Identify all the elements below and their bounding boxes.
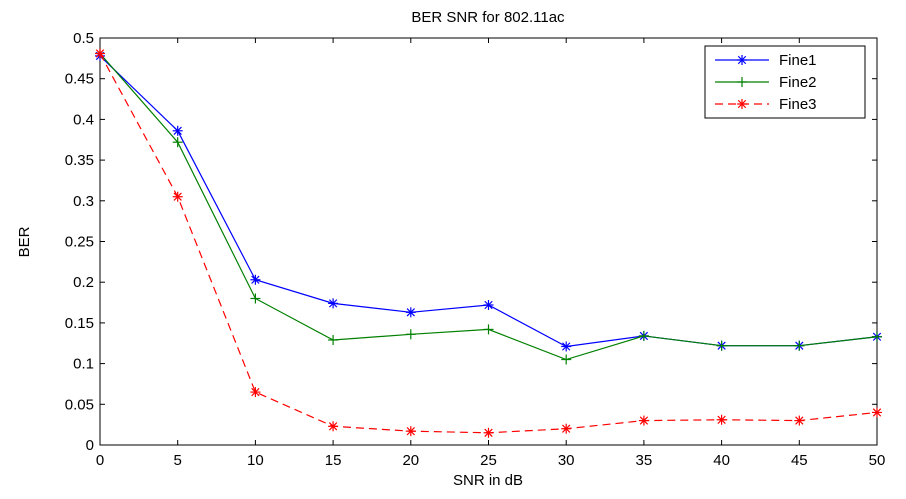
- data-point-fine3: [95, 48, 105, 59]
- data-point-fine2: [172, 137, 183, 148]
- x-tick-label: 20: [402, 452, 419, 469]
- data-point-fine2: [250, 293, 261, 304]
- chart-title: BER SNR for 802.11ac: [411, 9, 565, 26]
- x-tick-label: 30: [558, 452, 575, 469]
- marker-stroke: [795, 416, 804, 425]
- data-point-fine3: [328, 421, 339, 432]
- marker-stroke: [484, 300, 493, 310]
- data-point-fine3: [561, 423, 572, 434]
- x-tick-label: 15: [325, 452, 342, 469]
- y-tick-label: 0.5: [73, 30, 94, 47]
- legend-label: Fine3: [779, 96, 817, 113]
- data-point-fine3: [250, 387, 261, 398]
- marker-stroke: [562, 342, 571, 351]
- plot-border: [99, 37, 878, 446]
- marker-stroke: [173, 192, 182, 201]
- series-fine2: [95, 48, 882, 365]
- marker-stroke: [562, 424, 571, 433]
- legend: Fine1 Fine2 Fine3: [704, 45, 866, 119]
- legend-entry-fine1: Fine1: [715, 52, 817, 69]
- data-point-fine3: [872, 407, 882, 418]
- x-tick-label: 40: [713, 452, 730, 469]
- marker-stroke: [484, 428, 493, 437]
- series-fine3: [95, 48, 882, 438]
- data-point-fine2: [872, 331, 882, 342]
- x-axis-label: SNR in dB: [453, 472, 523, 489]
- x-tick-label: 0: [96, 452, 104, 469]
- data-point-fine1: [172, 125, 183, 136]
- x-tick-labels: 0 5 10 15 20 25 30 35 40 45 50: [96, 452, 886, 469]
- marker-stroke: [737, 99, 747, 109]
- data-point-fine3: [172, 191, 183, 202]
- marker-stroke: [639, 416, 649, 425]
- marker-stroke: [406, 308, 415, 317]
- data-point-fine1: [561, 341, 572, 352]
- data-point-fine2: [716, 340, 727, 351]
- data-point-fine1: [250, 274, 261, 285]
- data-point-fine1: [405, 307, 416, 318]
- y-tick-label: 0.4: [73, 111, 94, 128]
- marker-stroke: [251, 275, 260, 284]
- y-tick-labels: 0 0.05 0.1 0.15 0.2 0.25 0.3 0.35 0.4 0.45 0.5: [65, 30, 94, 454]
- y-tick-label: 0.35: [65, 152, 94, 169]
- legend-marker: [737, 55, 747, 65]
- data-point-fine3: [794, 415, 805, 426]
- marker-stroke: [328, 422, 338, 431]
- data-point-fine1: [483, 299, 494, 310]
- series-group: [95, 48, 882, 438]
- legend-marker: [737, 77, 747, 87]
- x-tick-label: 25: [480, 452, 497, 469]
- y-tick-label: 0.3: [73, 193, 94, 210]
- y-tick-label: 0.1: [73, 356, 94, 373]
- x-tick-label: 45: [791, 452, 808, 469]
- y-axis-label: BER: [16, 226, 33, 257]
- marker-stroke: [95, 49, 105, 58]
- data-point-fine3: [716, 414, 727, 425]
- data-point-fine2: [405, 329, 416, 340]
- y-tick-label: 0.45: [65, 71, 94, 88]
- data-point-fine1: [328, 298, 339, 309]
- marker-stroke: [173, 126, 182, 135]
- marker-stroke: [406, 426, 415, 436]
- y-tick-label: 0.05: [65, 396, 94, 413]
- y-tick-label: 0.2: [73, 274, 94, 291]
- data-point-fine3: [483, 427, 494, 438]
- x-tick-label: 10: [247, 452, 264, 469]
- data-point-fine3: [638, 415, 649, 426]
- data-point-fine3: [405, 426, 416, 437]
- x-tick-label: 50: [869, 452, 886, 469]
- data-point-fine2: [483, 324, 494, 335]
- x-tick-label: 35: [636, 452, 653, 469]
- legend-label: Fine2: [779, 74, 817, 91]
- x-tick-label: 5: [174, 452, 182, 469]
- legend-marker: [737, 99, 747, 109]
- y-tick-label: 0.25: [65, 234, 94, 251]
- marker-stroke: [251, 387, 260, 397]
- data-point-fine2: [794, 340, 805, 351]
- marker-stroke: [872, 408, 882, 417]
- marker-stroke: [737, 55, 747, 65]
- data-point-fine2: [561, 354, 572, 365]
- y-tick-label: 0.15: [65, 315, 94, 332]
- marker-stroke: [328, 299, 338, 308]
- data-point-fine2: [638, 330, 649, 341]
- legend-label: Fine1: [779, 52, 817, 69]
- y-tick-label: 0: [86, 437, 94, 454]
- legend-entry-fine2: Fine2: [715, 74, 817, 91]
- data-point-fine2: [328, 334, 339, 345]
- legend-entry-fine3: Fine3: [715, 96, 817, 113]
- marker-stroke: [717, 415, 726, 424]
